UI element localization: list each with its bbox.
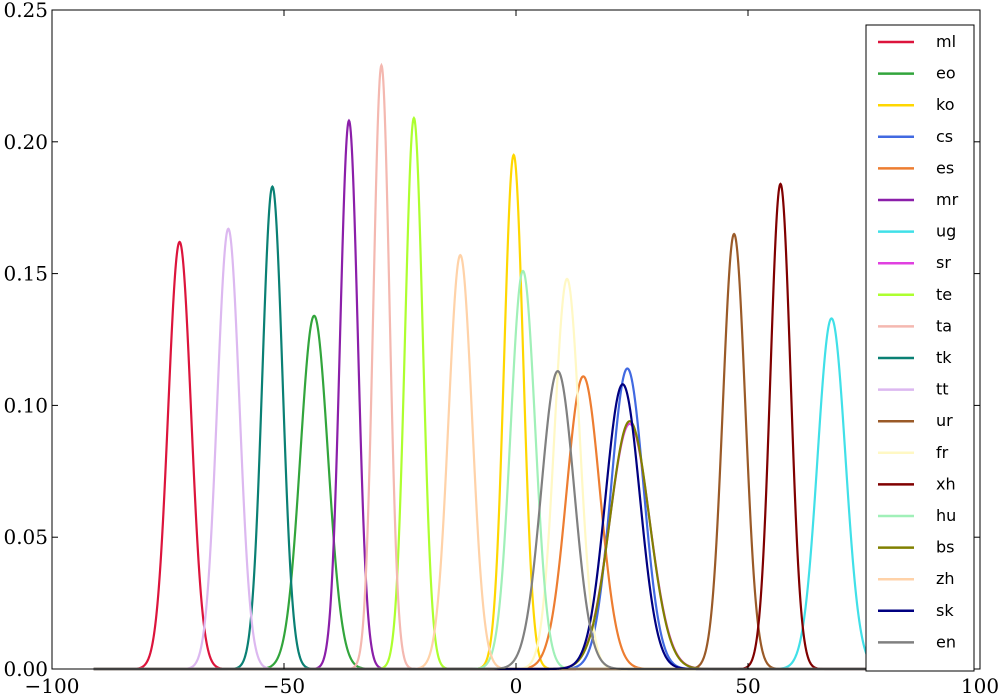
legend-box (865, 24, 975, 672)
series-line-mr (93, 118, 962, 671)
legend-label-xh: xh (936, 474, 956, 493)
legend-label-sk: sk (936, 601, 954, 620)
legend-label-eo: eo (936, 64, 956, 83)
x-tick-label: 50 (735, 674, 760, 697)
series-line-es (93, 375, 962, 671)
legend-label-ur: ur (936, 411, 953, 430)
legend-label-ta: ta (936, 316, 952, 335)
legend-label-tt: tt (936, 380, 949, 399)
y-tick-label: 0.10 (3, 393, 48, 417)
x-tick-label: 0 (510, 674, 523, 697)
series-line-ko (93, 153, 962, 671)
legend-label-ug: ug (936, 222, 956, 241)
y-tick-label: 0.20 (3, 130, 48, 154)
legend-label-fr: fr (936, 443, 949, 462)
legend-label-bs: bs (936, 538, 955, 557)
legend-label-tk: tk (936, 348, 952, 367)
y-tick-label: 0.15 (3, 262, 48, 286)
x-tick-label: 100 (961, 674, 999, 697)
legend-label-mr: mr (936, 190, 959, 209)
x-tick-label: −100 (25, 674, 80, 697)
density-curves (93, 62, 962, 671)
legend-label-ml: ml (936, 32, 956, 51)
axis-ticks: −100 −50 0 50 100 0.00 0.05 0.10 0.15 0.20 0.25 (3, 0, 999, 697)
series-line-sk (93, 383, 962, 671)
legend-label-sr: sr (936, 253, 951, 272)
series-line-bs (93, 420, 962, 671)
x-tick-label: −50 (263, 674, 305, 697)
y-tick-label: 0.05 (3, 525, 48, 549)
legend-label-zh: zh (936, 569, 955, 588)
legend-label-cs: cs (936, 127, 953, 146)
legend-label-es: es (936, 158, 954, 177)
series-line-ta (93, 62, 962, 671)
legend-label-te: te (936, 285, 952, 304)
legend-label-en: en (936, 632, 956, 651)
series-line-te (93, 115, 962, 671)
y-tick-label: 0.00 (3, 657, 48, 681)
series-line-sr (93, 422, 962, 671)
legend-label-ko: ko (936, 95, 954, 114)
y-tick-label: 0.25 (3, 0, 48, 22)
legend: ml eo ko cs es mr ug sr te ta tk tt ur fr xh hu bs zh sk en (865, 24, 975, 672)
legend-label-hu: hu (936, 506, 956, 525)
